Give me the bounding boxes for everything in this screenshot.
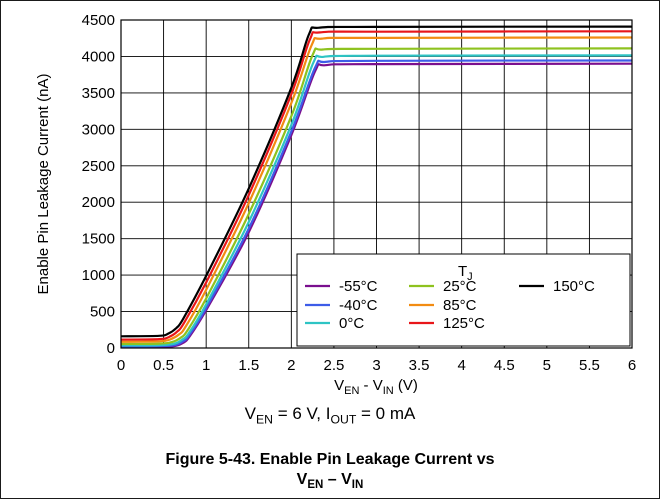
- x-tick-label: 4: [457, 357, 465, 374]
- legend-title: TJ: [458, 263, 473, 283]
- x-tick-label: 4.5: [494, 357, 515, 374]
- figure-caption-line2: VEN – VIN: [296, 471, 364, 492]
- y-tick-label: 1000: [82, 267, 115, 284]
- plot-border: [120, 19, 633, 349]
- x-tick-label: 1.5: [238, 357, 259, 374]
- legend-label: -40°C: [339, 297, 378, 314]
- legend-label: 85°C: [443, 297, 477, 314]
- series-line: [120, 59, 633, 348]
- y-tick-label: 4000: [82, 48, 115, 65]
- legend-label: -55°C: [339, 278, 378, 295]
- x-tick-label: 5.5: [579, 357, 600, 374]
- x-tick-label: 2.5: [323, 357, 344, 374]
- x-tick-label: 5: [543, 357, 551, 374]
- y-tick-label: 1500: [82, 231, 115, 248]
- legend-label: 0°C: [339, 315, 364, 332]
- legend-label: 25°C: [443, 278, 477, 295]
- x-tick-label: 1: [202, 357, 210, 374]
- legend-label: 125°C: [443, 315, 485, 332]
- y-tick-label: 2000: [82, 194, 115, 211]
- y-tick-labels: 0 500 1000 1500 2000 2500 3000 3500 4000 4500: [82, 12, 115, 357]
- x-tick-label: 2: [287, 357, 295, 374]
- x-tick-label: 0.5: [153, 357, 174, 374]
- y-tick-label: 3000: [82, 121, 115, 138]
- chart: 0 500 1000 1500 2000 2500 3000 3500 4000 4500 0 0.…: [35, 12, 636, 397]
- y-tick-label: 500: [90, 304, 115, 321]
- legend-box: [296, 253, 631, 347]
- x-tick-label: 0: [117, 357, 125, 374]
- x-axis-label: VEN - VIN (V): [334, 377, 418, 397]
- series-lines: [120, 25, 633, 349]
- y-axis-label: Enable Pin Leakage Current (nA): [35, 74, 52, 295]
- y-tick-label: 3500: [82, 85, 115, 102]
- x-tick-label: 3: [372, 357, 380, 374]
- x-tick-label: 3.5: [409, 357, 430, 374]
- y-tick-label: 4500: [82, 12, 115, 29]
- y-tick-label: 2500: [82, 158, 115, 175]
- series-line: [120, 47, 633, 346]
- series-line: [120, 36, 633, 343]
- x-tick-label: 6: [628, 357, 636, 374]
- figure-caption-line1: Figure 5-43. Enable Pin Leakage Current …: [165, 451, 495, 468]
- series-line: [120, 25, 633, 338]
- series-line: [120, 54, 633, 347]
- test-condition: VEN = 6 V, IOUT = 0 mA: [244, 404, 416, 427]
- x-tick-labels: 0 0.5 1 1.5 2 2.5 3 3.5 4 4.5 5 5.5 6: [117, 357, 636, 374]
- series-line: [120, 30, 633, 341]
- grid: [121, 20, 632, 348]
- legend-label: 150°C: [553, 278, 595, 295]
- y-tick-label: 0: [107, 340, 115, 357]
